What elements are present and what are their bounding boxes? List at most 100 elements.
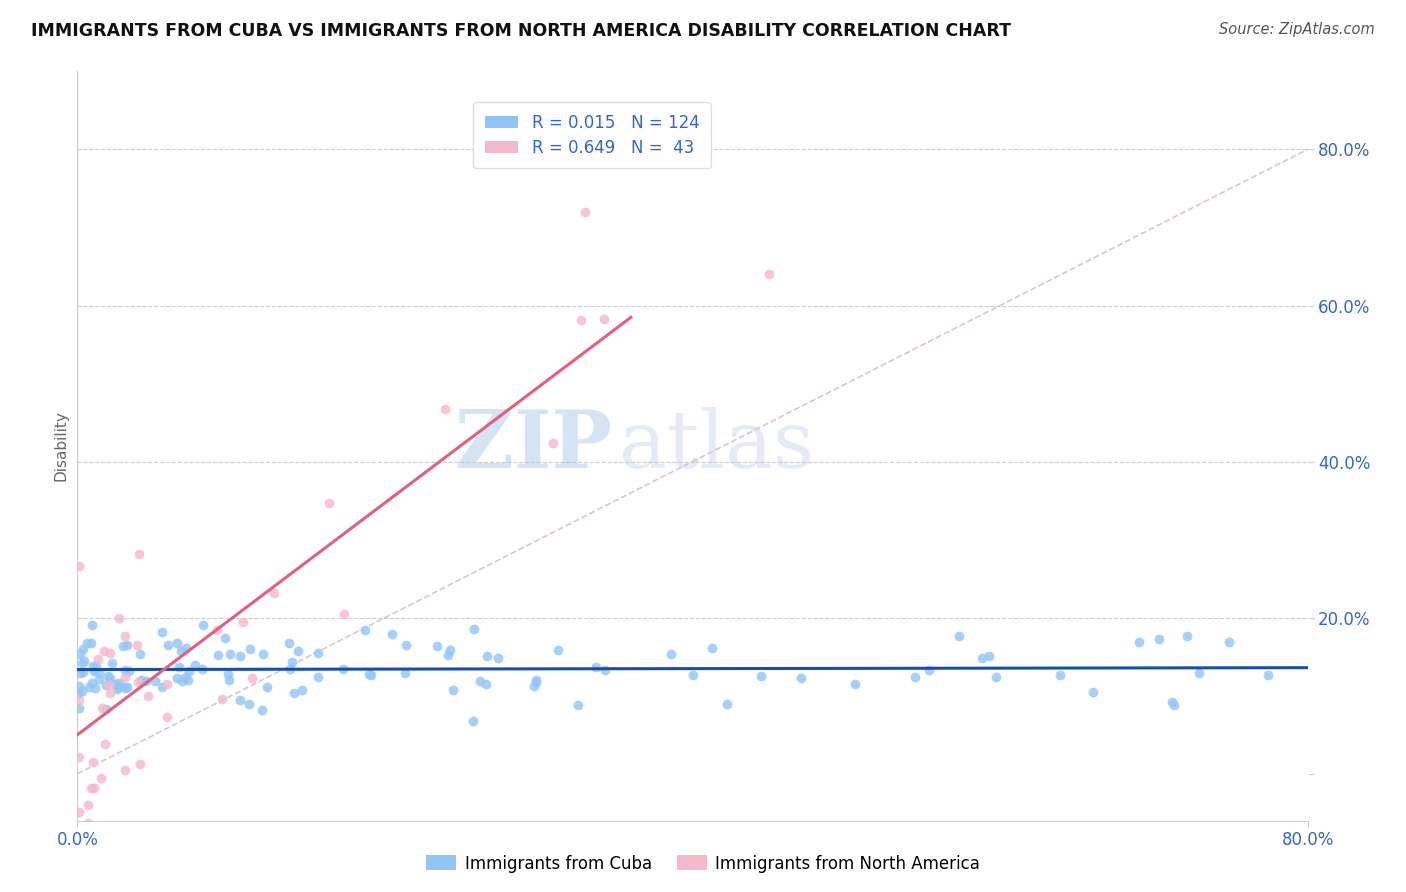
Point [395,638,418,652]
Point [426,640,449,654]
Point [76,636,98,650]
Point [977,649,1000,664]
Point [155,676,177,690]
Point [166,636,188,650]
Point [1188,665,1211,680]
Point [97,678,120,692]
Point [278,636,301,650]
Point [541,436,564,450]
Point [318,496,340,510]
Point [177,673,200,687]
Point [281,655,304,669]
Point [117,664,139,678]
Point [475,649,498,664]
Point [524,675,547,690]
Point [170,674,193,689]
Text: atlas: atlas [619,407,814,485]
Point [143,673,166,688]
Point [593,663,616,677]
Legend: R = 0.015   N = 124, R = 0.649   N =  43: R = 0.015 N = 124, R = 0.649 N = 43 [474,103,711,169]
Point [67,700,90,714]
Point [104,676,127,690]
Point [232,615,254,629]
Point [98,686,121,700]
Point [463,622,485,636]
Point [80,781,103,796]
Point [360,667,382,681]
Point [105,682,128,697]
Point [524,673,547,687]
Point [211,692,233,706]
Point [1049,667,1071,681]
Point [77,815,100,830]
Point [166,672,188,686]
Point [1257,668,1279,682]
Point [205,623,228,637]
Point [91,830,114,844]
Point [307,646,329,660]
Point [291,683,314,698]
Point [278,663,301,677]
Point [716,697,738,711]
Point [128,756,150,771]
Point [700,641,723,656]
Point [69,665,91,680]
Point [108,680,131,694]
Point [129,647,152,661]
Point [353,624,375,638]
Point [69,647,91,661]
Point [918,663,941,677]
Point [129,673,152,688]
Point [238,642,260,657]
Point [150,680,173,694]
Point [107,676,129,690]
Point [156,638,179,652]
Point [67,805,90,820]
Point [112,639,135,653]
Point [87,672,110,686]
Point [150,624,173,639]
Point [585,660,607,674]
Point [758,268,780,282]
Point [1163,698,1185,712]
Point [468,673,491,688]
Point [214,631,236,645]
Point [844,677,866,691]
Point [108,611,131,625]
Point [84,681,107,696]
Point [83,780,105,795]
Point [67,686,90,700]
Point [218,647,240,661]
Point [1128,635,1150,649]
Point [229,693,252,707]
Point [82,755,104,769]
Point [174,640,197,655]
Point [72,641,94,656]
Point [441,683,464,698]
Point [682,667,704,681]
Point [263,586,285,600]
Point [167,660,190,674]
Point [749,669,772,683]
Point [433,402,456,417]
Point [84,658,107,673]
Point [101,657,124,671]
Point [252,647,274,661]
Text: Source: ZipAtlas.com: Source: ZipAtlas.com [1219,22,1375,37]
Point [1083,685,1105,699]
Point [135,673,157,688]
Point [125,638,148,652]
Point [173,670,195,684]
Point [98,647,121,661]
Point [114,670,136,684]
Point [191,662,214,676]
Point [80,618,103,632]
Point [136,689,159,703]
Point [332,662,354,676]
Text: IMMIGRANTS FROM CUBA VS IMMIGRANTS FROM NORTH AMERICA DISABILITY CORRELATION CHA: IMMIGRANTS FROM CUBA VS IMMIGRANTS FROM … [31,22,1011,40]
Point [169,644,191,658]
Point [357,667,380,681]
Point [986,670,1008,684]
Point [207,648,229,662]
Point [904,670,927,684]
